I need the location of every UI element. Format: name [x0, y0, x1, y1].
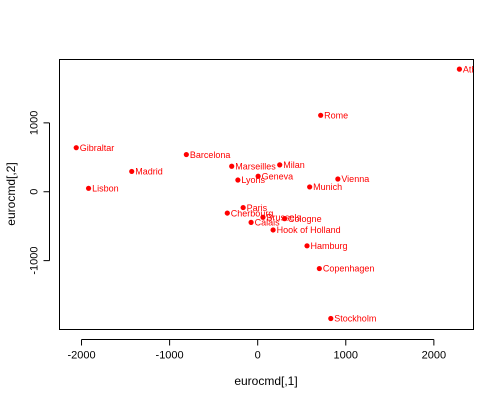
- point-label: Copenhagen: [323, 264, 375, 274]
- plot-box: [59, 59, 474, 330]
- point-label: Calais: [255, 218, 281, 228]
- y-tick-label: -1000: [29, 247, 41, 275]
- point-label: Paris: [247, 203, 268, 213]
- data-point: [307, 184, 313, 190]
- point-label: Vienna: [341, 174, 369, 184]
- data-point: [183, 151, 189, 158]
- y-tick-label: 0: [29, 189, 41, 195]
- data-point: [73, 145, 79, 151]
- data-point: [281, 216, 288, 222]
- point-label: Rome: [324, 110, 348, 120]
- x-tick-label: -2000: [67, 350, 95, 362]
- point-label: Madrid: [135, 167, 163, 177]
- data-point: [260, 214, 266, 220]
- data-point: [316, 265, 322, 272]
- data-point: [129, 168, 135, 175]
- data-point: [224, 210, 230, 216]
- data-point: [456, 66, 463, 72]
- point-label: Stockholm: [334, 314, 376, 324]
- data-point: [235, 177, 241, 183]
- y-tick-label: 1000: [29, 111, 41, 135]
- point-label: Gibraltar: [80, 143, 115, 153]
- point-label: Hook of Holland: [277, 225, 341, 235]
- data-point: [229, 163, 235, 169]
- data-point: [240, 204, 246, 211]
- point-label: Lyons: [241, 175, 265, 185]
- x-tick-label: 0: [255, 350, 261, 362]
- point-label: Lisbon: [92, 184, 119, 194]
- data-point: [277, 162, 283, 168]
- data-point: [270, 227, 276, 233]
- x-tick-label: -1000: [156, 350, 184, 362]
- point-label: Cologne: [288, 214, 322, 224]
- point-label: Milan: [283, 160, 305, 170]
- x-tick-label: 2000: [422, 350, 446, 362]
- point-label: Marseilles: [235, 161, 276, 171]
- point-label: Barcelona: [190, 150, 231, 160]
- data-points: Athens Rome Gibraltar Barcelona Marseilles Mi…: [73, 64, 492, 324]
- point-label: Munich: [313, 182, 342, 192]
- data-point: [335, 176, 341, 182]
- point-label: Geneva: [262, 171, 294, 181]
- y-axis-title: eurocmd[,2]: [4, 162, 18, 225]
- data-point: [85, 185, 92, 191]
- x-tick-label: 1000: [334, 350, 358, 362]
- point-label: Cherbourg: [231, 208, 274, 218]
- data-point: [248, 219, 254, 225]
- data-point: [328, 315, 334, 322]
- x-axis: -2000 -1000 0 1000 2000: [67, 339, 446, 362]
- point-label: Hamburg: [311, 241, 348, 251]
- point-label: Athens: [463, 64, 492, 74]
- data-point: [304, 243, 310, 249]
- x-axis-title: eurocmd[,1]: [234, 374, 297, 388]
- y-axis: -1000 0 1000: [29, 111, 50, 275]
- data-point: [255, 173, 261, 179]
- data-point: [318, 112, 324, 118]
